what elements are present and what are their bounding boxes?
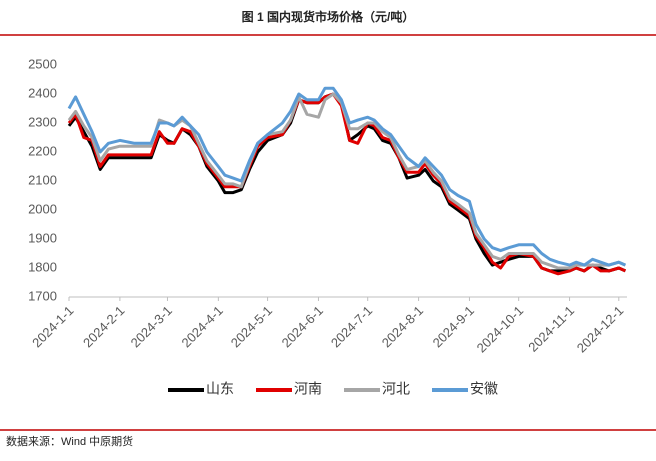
x-tick-label: 2024-11-1 xyxy=(525,303,577,355)
x-tick-label: 2024-1-1 xyxy=(29,303,76,350)
x-tick-label: 2024-6-1 xyxy=(279,303,326,350)
x-tick-label: 2024-3-1 xyxy=(128,303,175,350)
legend-label: 河北 xyxy=(382,381,410,397)
legend-label: 河南 xyxy=(294,381,322,397)
x-tick-label: 2024-7-1 xyxy=(328,303,375,350)
y-tick-label: 2400 xyxy=(28,85,57,100)
x-tick-label: 2024-10-1 xyxy=(474,303,527,356)
legend-label: 安徽 xyxy=(470,381,498,397)
y-tick-label: 2200 xyxy=(28,143,57,158)
x-tick-label: 2024-12-1 xyxy=(574,303,627,356)
series-line xyxy=(67,92,627,276)
y-tick-label: 2100 xyxy=(28,172,57,187)
x-tick-label: 2024-5-1 xyxy=(228,303,275,350)
source-note: 数据来源：Wind 中原期货 xyxy=(6,434,133,448)
y-tick-label: 2000 xyxy=(28,201,57,216)
y-tick-label: 1900 xyxy=(28,230,57,245)
series-line xyxy=(67,86,627,267)
y-tick-label: 1700 xyxy=(28,288,57,303)
legend-label: 山东 xyxy=(206,381,234,397)
y-tick-label: 1800 xyxy=(28,259,57,274)
x-tick-label: 2024-9-1 xyxy=(430,303,477,350)
y-tick-label: 2500 xyxy=(28,56,57,71)
x-tick-label: 2024-8-1 xyxy=(379,303,426,350)
y-tick-label: 2300 xyxy=(28,114,57,129)
x-tick-label: 2024-2-1 xyxy=(80,303,127,350)
chart-title: 图 1 国内现货市场价格（元/吨） xyxy=(242,9,415,24)
x-tick-label: 2024-4-1 xyxy=(178,303,225,350)
